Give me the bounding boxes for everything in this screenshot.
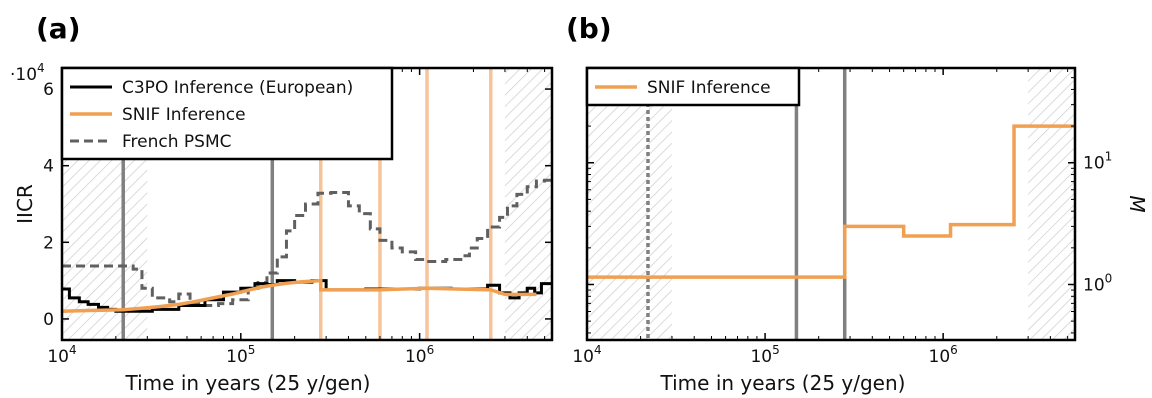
panel-a-chart: (a) 104 105 106 0 2 4 6 ·104 IICR Time in year… [10, 12, 554, 395]
hatched-region-1 [1028, 68, 1075, 340]
legend-box [60, 66, 394, 161]
panel-b-label: (b) [566, 12, 612, 45]
panel-a-label: (a) [36, 12, 81, 45]
x-tick-label: 104 [47, 343, 76, 367]
x-tick-label: 105 [750, 343, 779, 367]
y-tick-label: 100 [1083, 271, 1112, 295]
panel-b-chart: (b) 104 105 106 100 101 M Time in years (25 … [566, 12, 1149, 395]
x-tick-label: 106 [929, 343, 958, 367]
panel-b-legend: SNIF Inference [585, 66, 801, 107]
y-tick-label: 0 [43, 310, 54, 330]
series-line-snif [62, 278, 537, 314]
x-tick-label: 106 [405, 343, 434, 367]
series-line-snif [587, 124, 1075, 279]
y-tick-label: 6 [43, 80, 54, 100]
y-tick-label: 2 [43, 233, 54, 253]
panel-b-ylabel: M [1125, 195, 1149, 212]
y-tick-label: 101 [1083, 150, 1112, 174]
panel-b-xlabel: Time in years (25 y/gen) [660, 371, 906, 395]
legend-label-c3po: C3PO Inference (European) [122, 78, 353, 98]
legend-label-snif: SNIF Inference [647, 78, 771, 98]
legend-label-snif: SNIF Inference [122, 105, 246, 125]
panel-b-frame [585, 66, 1077, 342]
legend-label-psmc: French PSMC [122, 132, 232, 152]
x-tick-label: 105 [226, 343, 255, 367]
panel-a-legend: C3PO Inference (European) SNIF Inference F… [60, 66, 394, 161]
x-tick-label: 104 [572, 343, 601, 367]
panel-a-y-multiplier: ·104 [10, 61, 45, 85]
panel-a-ylabel: IICR [13, 184, 37, 224]
panel-a-xlabel: Time in years (25 y/gen) [125, 371, 371, 395]
y-tick-label: 4 [43, 157, 54, 177]
series-line-psmc [62, 178, 552, 308]
hatched-region-0 [587, 68, 672, 340]
